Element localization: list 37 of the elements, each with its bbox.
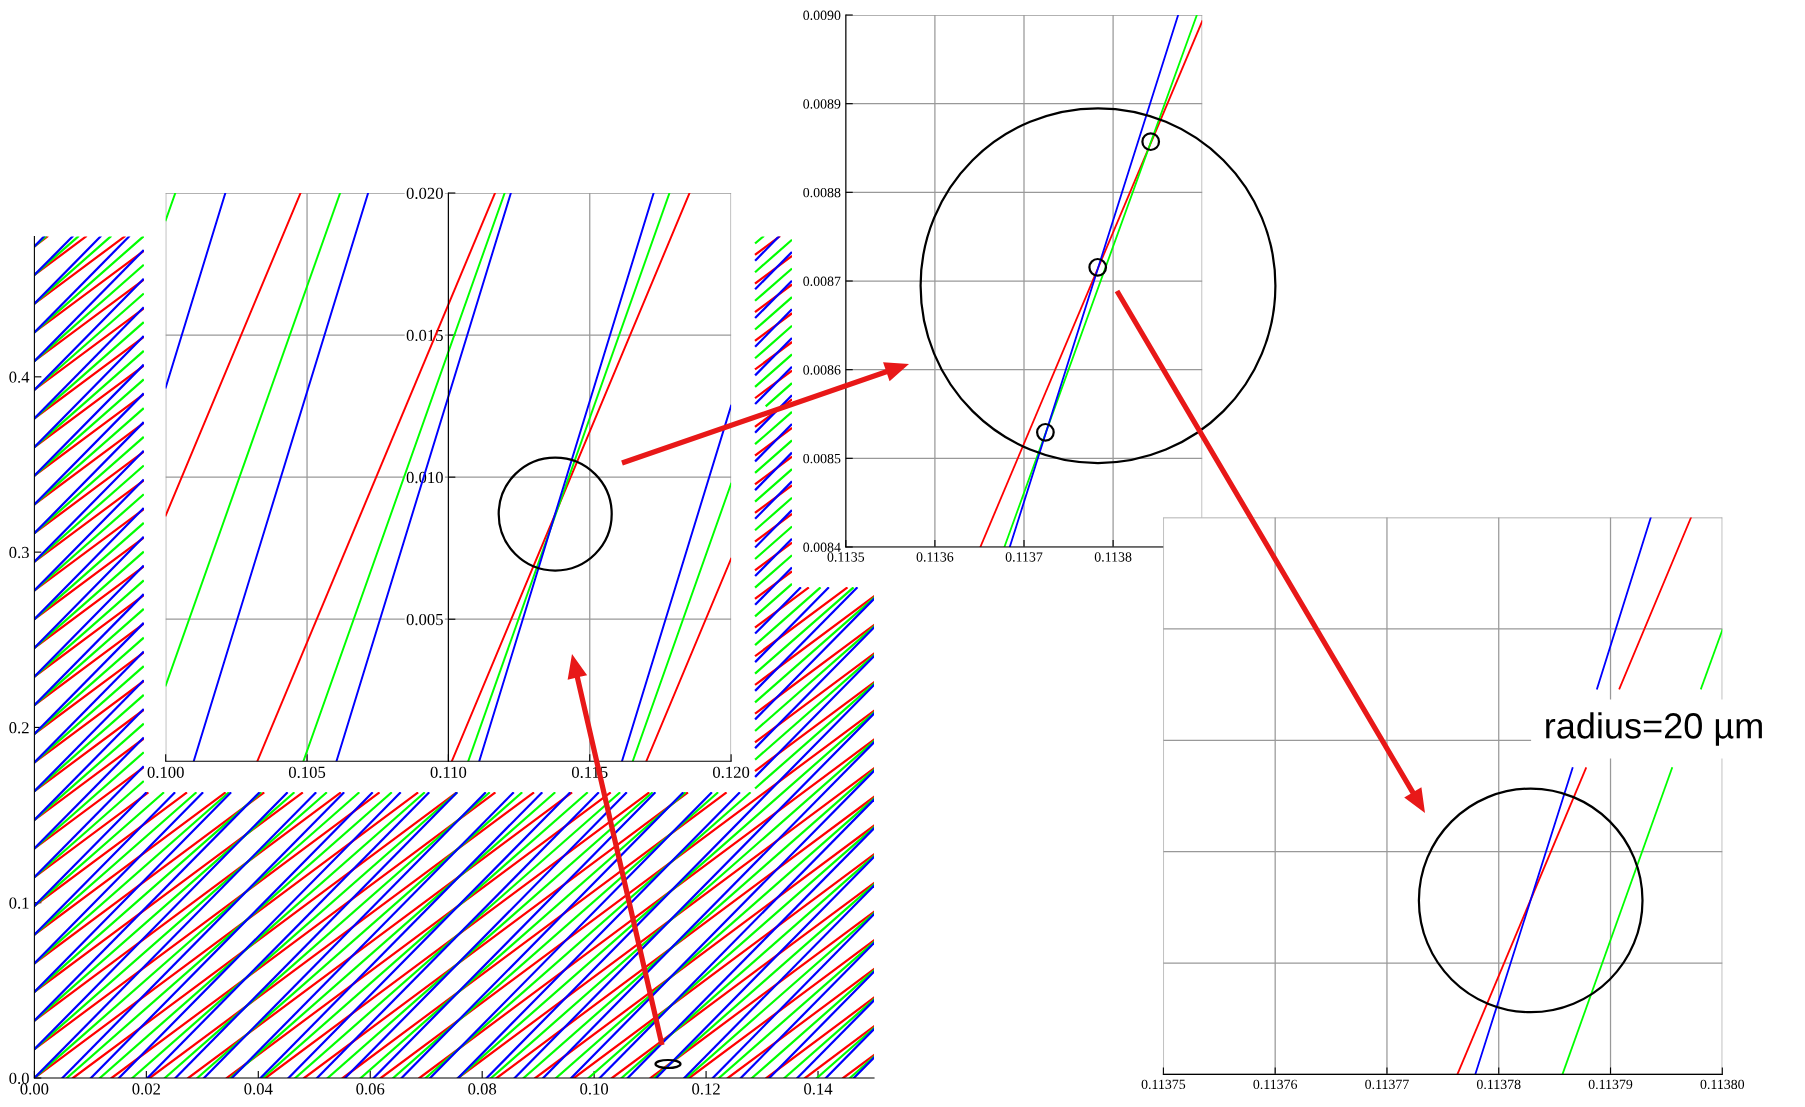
y-tick-label: 0.0087 bbox=[803, 276, 841, 287]
y-tick-label: 0.4 bbox=[9, 371, 30, 383]
y-tick-label: 0.2 bbox=[9, 722, 29, 734]
x-tick-label: 0.1137 bbox=[1005, 552, 1043, 562]
x-tick-label: 0.1138 bbox=[1094, 552, 1132, 562]
x-tick-label: 0.11379 bbox=[1588, 1079, 1633, 1090]
x-tick-label: 0.02 bbox=[132, 1083, 161, 1095]
x-tick-label: 0.08 bbox=[468, 1083, 497, 1095]
x-tick-label: 0.04 bbox=[244, 1083, 273, 1095]
x-tick-label: 0.110 bbox=[430, 766, 467, 778]
x-tick-label: 0.120 bbox=[712, 766, 750, 778]
x-tick-label: 0.1136 bbox=[916, 552, 954, 562]
y-tick-label: 0.0089 bbox=[803, 99, 841, 109]
x-tick-label: 0.06 bbox=[356, 1083, 385, 1095]
y-tick-label: 0.0085 bbox=[803, 453, 841, 464]
y-tick-label: 0.0 bbox=[9, 1072, 29, 1085]
x-tick-label: 0.11375 bbox=[1141, 1079, 1186, 1090]
x-tick-label: 0.11376 bbox=[1253, 1079, 1298, 1090]
y-tick-label: 0.0090 bbox=[803, 10, 841, 21]
x-tick-label: 0.11378 bbox=[1476, 1079, 1521, 1090]
x-tick-label: 0.10 bbox=[580, 1083, 609, 1095]
x-tick-label: 0.00 bbox=[20, 1083, 49, 1095]
y-tick-label: 0.005 bbox=[406, 613, 443, 626]
y-tick-label: 0.0084 bbox=[803, 542, 841, 553]
y-tick-label: 0.020 bbox=[406, 187, 443, 200]
x-tick-label: 0.11377 bbox=[1365, 1079, 1409, 1090]
y-tick-label: 0.0088 bbox=[803, 187, 841, 198]
y-tick-label: 0.3 bbox=[9, 546, 29, 559]
x-tick-label: 0.100 bbox=[147, 766, 184, 778]
x-tick-label: 0.14 bbox=[804, 1083, 833, 1095]
x-tick-label: 0.12 bbox=[692, 1083, 720, 1095]
x-tick-label: 0.1135 bbox=[827, 552, 865, 562]
x-tick-label: 0.11380 bbox=[1700, 1079, 1745, 1090]
x-tick-label: 0.105 bbox=[288, 766, 326, 778]
y-tick-label: 0.1 bbox=[9, 897, 29, 909]
annotation: radius=20 µm bbox=[1546, 712, 1762, 746]
y-tick-label: 0.0086 bbox=[803, 365, 841, 375]
